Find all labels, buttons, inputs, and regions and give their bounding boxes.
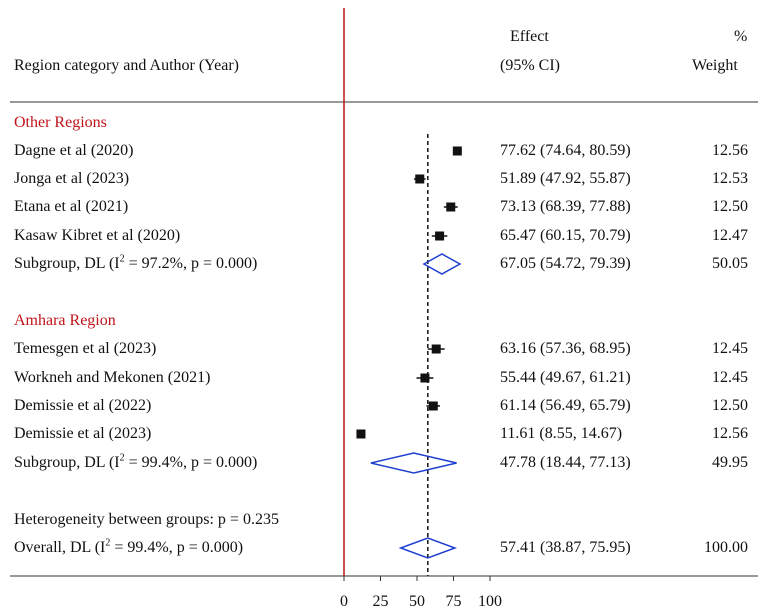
subgroup-effect: 67.05 (54.72, 79.39) (500, 255, 631, 272)
study-point-square (452, 146, 462, 156)
column-header-ci: (95% CI) (500, 57, 560, 74)
study-point-square (446, 202, 456, 212)
study-effect: 65.47 (60.15, 70.79) (500, 227, 631, 244)
study-label: Jonga et al (2023) (14, 170, 130, 187)
subgroup-diamond-other-regions (422, 253, 462, 275)
study-weight: 12.45 (712, 340, 748, 357)
overall-effect: 57.41 (38.87, 75.95) (500, 539, 631, 556)
study-point-square (415, 174, 425, 184)
group-label-amhara-region: Amhara Region (14, 312, 116, 329)
study-point-square (435, 231, 445, 241)
study-weight: 12.47 (712, 227, 748, 244)
overall-weight: 100.00 (704, 539, 748, 556)
subgroup-weight: 50.05 (712, 255, 748, 272)
study-effect: 63.16 (57.36, 68.95) (500, 340, 631, 357)
study-effect: 61.14 (56.49, 65.79) (500, 397, 631, 414)
study-label: Demissie et al (2022) (14, 397, 152, 414)
study-effect: 11.61 (8.55, 14.67) (500, 425, 623, 442)
overall-diamond (398, 537, 458, 559)
study-label: Workneh and Mekonen (2021) (14, 369, 211, 386)
study-weight: 12.50 (712, 198, 748, 215)
column-header-percent: % (734, 28, 748, 45)
study-point-square (356, 429, 366, 439)
study-label: Temesgen et al (2023) (14, 340, 157, 357)
study-effect: 55.44 (49.67, 61.21) (500, 369, 631, 386)
x-tick-label: 75 (446, 593, 462, 610)
study-weight: 12.56 (712, 142, 748, 159)
study-effect: 77.62 (74.64, 80.59) (500, 142, 631, 159)
group-label-other-regions: Other Regions (14, 114, 107, 131)
study-point-square (428, 401, 438, 411)
study-weight: 12.45 (712, 369, 748, 386)
subgroup-label: Subgroup, DL (I2 = 97.2%, p = 0.000) (14, 253, 258, 272)
study-effect: 51.89 (47.92, 55.87) (500, 170, 631, 187)
study-weight: 12.50 (712, 397, 748, 414)
subgroup-effect: 47.78 (18.44, 77.13) (500, 454, 631, 471)
study-weight: 12.53 (712, 170, 748, 187)
subgroup-weight: 49.95 (712, 454, 748, 471)
column-header-study: Region category and Author (Year) (14, 57, 239, 74)
study-point-square (420, 373, 430, 383)
study-label: Kasaw Kibret et al (2020) (14, 227, 181, 244)
study-label: Dagne et al (2020) (14, 142, 134, 159)
column-header-weight: Weight (692, 57, 738, 74)
study-label: Demissie et al (2023) (14, 425, 152, 442)
study-effect: 73.13 (68.39, 77.88) (500, 198, 631, 215)
study-weight: 12.56 (712, 425, 748, 442)
x-tick-label: 25 (373, 593, 389, 610)
subgroup-diamond-amhara-region (370, 452, 457, 474)
x-tick-label: 50 (409, 593, 425, 610)
subgroup-label: Subgroup, DL (I2 = 99.4%, p = 0.000) (14, 452, 258, 471)
study-point-square (431, 344, 441, 354)
study-label: Etana et al (2021) (14, 198, 129, 215)
x-tick-label: 0 (340, 593, 348, 610)
overall-label: Overall, DL (I2 = 99.4%, p = 0.000) (14, 537, 244, 556)
x-tick-label: 100 (478, 593, 502, 610)
column-header-effect: Effect (510, 28, 549, 45)
heterogeneity-text: Heterogeneity between groups: p = 0.235 (14, 511, 279, 528)
